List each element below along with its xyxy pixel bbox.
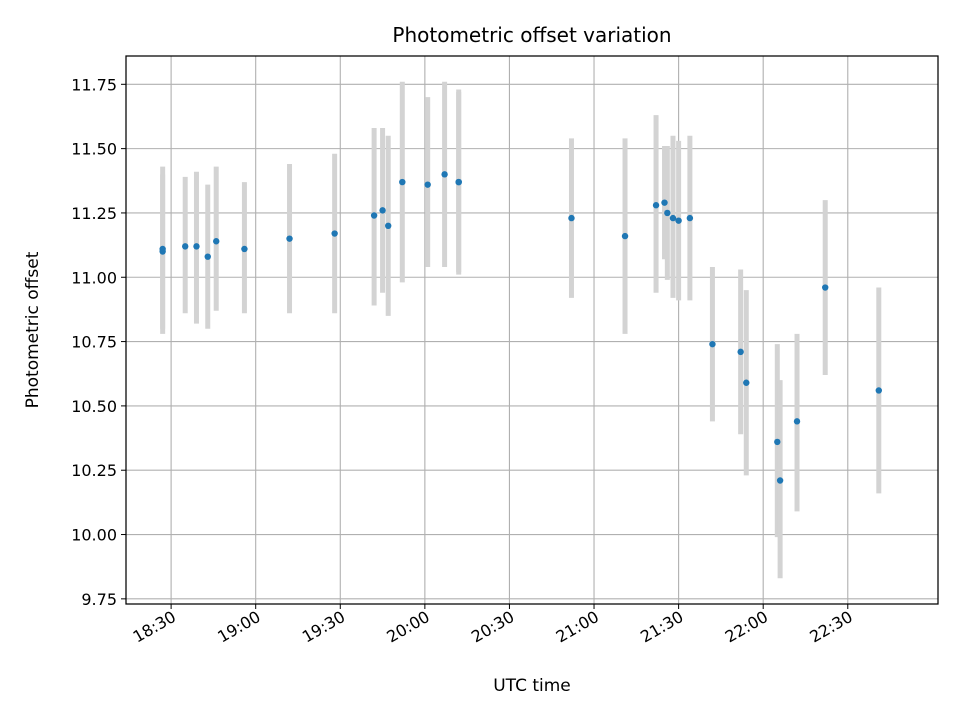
data-point — [370, 212, 378, 219]
y-tick-label: 11.00 — [71, 268, 117, 287]
y-tick-label: 11.75 — [71, 75, 117, 94]
x-tick-label: 22:00 — [722, 607, 771, 647]
x-tick-label: 20:00 — [383, 607, 432, 647]
y-axis-ticks: 9.75 10.00 10.25 10.50 10.75 11.00 11.25 11.50 1… — [71, 75, 126, 609]
data-point — [793, 418, 801, 425]
y-tick-label: 10.75 — [71, 333, 117, 352]
data-point — [621, 232, 629, 240]
y-tick-label: 9.75 — [81, 590, 117, 609]
y-tick-label: 11.50 — [71, 140, 117, 159]
errorbars — [160, 81, 882, 579]
data-point — [652, 202, 660, 209]
x-tick-label: 19:00 — [214, 607, 263, 647]
data-point — [441, 171, 448, 178]
plot-frame — [125, 55, 939, 605]
data-point — [661, 199, 668, 206]
grid-lines — [126, 56, 938, 604]
data-point — [822, 284, 829, 291]
data-point — [241, 245, 248, 253]
x-tick-label: 21:00 — [553, 607, 602, 647]
data-point — [774, 438, 781, 446]
data-point — [875, 387, 882, 394]
data-point — [379, 207, 386, 214]
data-point — [399, 178, 406, 186]
y-tick-label: 10.50 — [71, 397, 117, 416]
x-tick-label: 21:30 — [637, 607, 686, 647]
x-axis-ticks: 18:30 19:00 19:30 20:00 20:30 21:00 21:30 22:00… — [130, 604, 856, 647]
y-tick-label: 10.00 — [71, 526, 117, 545]
x-tick-label: 18:30 — [130, 607, 179, 647]
data-point — [193, 243, 200, 250]
y-tick-label: 10.25 — [71, 461, 117, 480]
data-point — [664, 209, 671, 217]
y-axis-label: Photometric offset — [23, 251, 43, 408]
chart-title: Photometric offset variation — [392, 23, 671, 47]
data-point — [213, 238, 220, 245]
data-point — [686, 214, 694, 222]
data-point — [737, 348, 744, 356]
data-point — [286, 235, 293, 242]
data-point — [159, 248, 166, 255]
data-point — [455, 178, 462, 186]
x-axis-label: UTC time — [493, 676, 571, 696]
data-point — [424, 181, 431, 188]
data-point — [743, 379, 750, 386]
x-tick-label: 20:30 — [468, 607, 517, 647]
data-point — [675, 217, 682, 224]
data-point — [669, 214, 677, 222]
x-tick-label: 22:30 — [806, 607, 855, 647]
data-point — [204, 253, 211, 260]
data-point — [182, 243, 189, 250]
x-tick-label: 19:30 — [299, 607, 348, 647]
data-point — [568, 214, 575, 222]
data-point — [331, 230, 338, 237]
y-tick-label: 11.25 — [71, 204, 117, 223]
data-point — [385, 222, 392, 230]
data-point — [709, 340, 716, 348]
data-point — [776, 477, 784, 484]
data-points — [159, 171, 882, 484]
